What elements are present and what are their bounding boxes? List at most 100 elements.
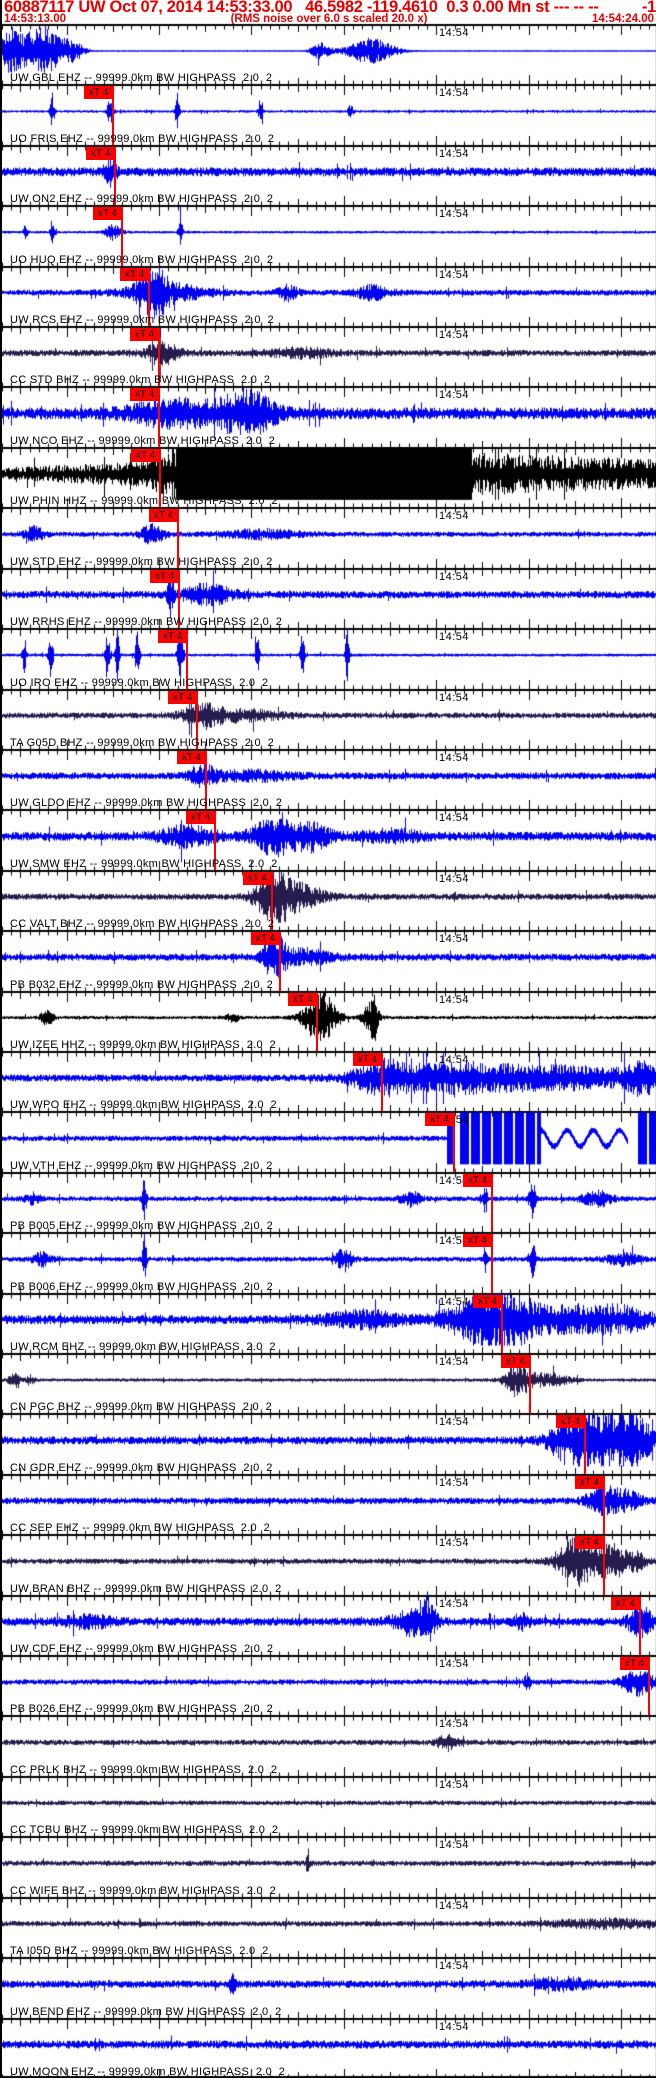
time-tick-label: 14:54 [439,2020,470,2033]
trace-panel-gbl[interactable]: 14:54 UW GBL EHZ -- 99999.0km BW HIGHPASS… [2,24,656,84]
pick-flag[interactable]: xT 4 [131,448,160,462]
pick-time-line[interactable] [186,630,188,689]
pick-time-line[interactable] [178,569,180,629]
trace-label: UW BEND EHZ -- 99999.0km BW HIGHPASS 2.0… [10,2005,282,2018]
pick-flag[interactable]: xT 4 [556,1415,585,1429]
trace-label: UW RRHS EHZ -- 99999.0km BW HIGHPASS 2.0… [10,616,283,629]
pick-time-line[interactable] [648,1657,650,1716]
trace-panel-b006[interactable]: 14:54 PB B006 EHZ -- 99999.0km BW HIGHPAS… [2,1232,656,1293]
pick-flag[interactable]: xT 4 [120,267,149,281]
trace-panel-bran[interactable]: 14:54 UW BRAN BHZ -- 99999.0km BW HIGHPAS… [2,1534,656,1595]
trace-panel-rcm[interactable]: 14:54 UW RCM EHZ -- 99999.0km BW HIGHPASS… [2,1293,656,1354]
trace-panel-prlk[interactable]: 14:54 CC PRLK BHZ -- 99999.0km BW HIGHPAS… [2,1715,656,1775]
pick-time-line[interactable] [603,1536,605,1595]
trace-panel-rrhs[interactable]: 14:54 UW RRHS EHZ -- 99999.0km BW HIGHPAS… [2,568,656,629]
pick-time-line[interactable] [279,932,281,991]
trace-panel-valt[interactable]: 14:54 CC VALT BHZ -- 99999.0km BW HIGHPAS… [2,870,656,931]
pick-time-line[interactable] [177,509,179,568]
trace-panel-gdr[interactable]: 14:54 CN GDR EHZ -- 99999.0km BW HIGHPASS… [2,1413,656,1474]
pick-time-line[interactable] [112,86,114,145]
trace-panel-phin[interactable]: 14:54 UW PHIN HHZ -- 99999.0km BW HIGHPAS… [2,447,656,508]
pick-time-line[interactable] [196,690,198,749]
trace-panel-pgc[interactable]: 14:54 CN PGC BHZ -- 99999.0km BW HIGHPASS… [2,1353,656,1414]
trace-panel-b032[interactable]: 14:54 PB B032 EHZ -- 99999.0km BW HIGHPAS… [2,930,656,991]
pick-flag[interactable]: xT 4 [130,388,159,402]
trace-label: UW NCO EHZ -- 99999.0km BW HIGHPASS 2.0 … [10,434,276,447]
trace-panel-b005[interactable]: 14:54 PB B005 EHZ -- 99999.0km BW HIGHPAS… [2,1172,656,1233]
pick-flag[interactable]: xT 4 [177,750,206,764]
pick-time-line[interactable] [529,1355,531,1414]
pick-flag[interactable]: xT 4 [611,1596,640,1610]
trace-panel-rcs[interactable]: 14:54 UW RCS EHZ -- 99999.0km BW HIGHPASS… [2,266,656,327]
trace-panel-tcbu[interactable]: 14:54 CC TCBU BHZ -- 99999.0km BW HIGHPAS… [2,1776,656,1836]
trace-panel-nco[interactable]: 14:54 UW NCO EHZ -- 99999.0km BW HIGHPASS… [2,386,656,447]
pick-flag[interactable]: xT 4 [288,992,317,1006]
pick-time-line[interactable] [316,992,318,1051]
trace-panel-b026[interactable]: 14:54 PB B026 EHZ -- 99999.0km BW HIGHPAS… [2,1655,656,1716]
trace-panel-huq[interactable]: 14:54 UO HUQ EHZ -- 99999.0km BW HIGHPASS… [2,205,656,266]
pick-time-line[interactable] [148,267,150,327]
pick-flag[interactable]: xT 4 [575,1475,604,1489]
pick-time-line[interactable] [158,328,160,387]
pick-flag[interactable]: xT 4 [620,1657,649,1671]
pick-flag[interactable]: xT 4 [130,328,159,342]
pick-time-line[interactable] [584,1415,586,1474]
pick-time-line[interactable] [158,388,160,447]
trace-label: UW ON2 EHZ -- 99999.0km BW HIGHPASS 2.0 … [10,193,274,206]
trace-panel-iro[interactable]: 14:54 UO IRO EHZ -- 99999.0km BW HIGHPASS… [2,628,656,689]
trace-panel-stdcc[interactable]: 14:54 CC STD BHZ -- 99999.0km BW HIGHPASS… [2,326,656,387]
trace-panel-smw[interactable]: 14:54 UW SMW EHZ -- 99999.0km BW HIGHPASS… [2,809,656,870]
trace-panel-cdf[interactable]: 14:54 UW CDF EHZ -- 99999.0km BW HIGHPASS… [2,1595,656,1656]
pick-flag[interactable]: xT 4 [84,86,113,100]
time-tick-label: 14:54 [439,268,470,281]
trace-panel-i05d[interactable]: 14:54 TA I05D BHZ -- 99999.0km BW HIGHPAS… [2,1897,656,1957]
trace-panel-gldo[interactable]: 14:54 UW GLDO EHZ -- 99999.0km BW HIGHPAS… [2,749,656,810]
pick-time-line[interactable] [121,207,123,266]
time-tick-label: 14:54 [439,1960,470,1973]
pick-flag[interactable]: xT 4 [186,811,215,825]
pick-time-line[interactable] [159,448,161,508]
pick-time-line[interactable] [501,1294,503,1354]
pick-flag[interactable]: xT 4 [473,1294,502,1308]
time-tick-label: 14:54 [439,208,470,221]
pick-flag[interactable]: xT 4 [158,630,187,644]
pick-flag[interactable]: xT 4 [501,1355,530,1369]
pick-flag[interactable]: xT 4 [463,1234,492,1248]
pick-flag[interactable]: xT 4 [251,932,280,946]
pick-time-line[interactable] [453,1113,455,1172]
trace-panel-moon[interactable]: 14:54 UW MOON EHZ -- 99999.0km BW HIGHPAS… [2,2018,656,2078]
pick-time-line[interactable] [114,146,116,206]
pick-flag[interactable]: xT 4 [93,207,122,221]
trace-panel-bend[interactable]: 14:54 UW BEND EHZ -- 99999.0km BW HIGHPAS… [2,1957,656,2017]
pick-time-line[interactable] [205,750,207,810]
trace-panel-wife[interactable]: 14:54 CC WIFE BHZ -- 99999.0km BW HIGHPAS… [2,1836,656,1896]
trace-panel-wpo[interactable]: 14:54 UW WPO EHZ -- 99999.0km BW HIGHPASS… [2,1051,656,1112]
trace-panel-stduw[interactable]: 14:54 UW STD EHZ -- 99999.0km BW HIGHPASS… [2,507,656,568]
pick-time-line[interactable] [491,1173,493,1233]
trace-panel-vth[interactable]: 14:54 UW VTH EHZ -- 99999.0km BW HIGHPASS… [2,1111,656,1172]
trace-panel-izee[interactable]: 14:54 UW IZEE HHZ -- 99999.0km BW HIGHPAS… [2,991,656,1051]
trace-panel-g05d[interactable]: 14:54 TA G05D BHZ -- 99999.0km BW HIGHPAS… [2,689,656,749]
pick-time-line[interactable] [271,871,273,931]
pick-time-line[interactable] [381,1052,383,1112]
pick-flag[interactable]: xT 4 [463,1173,492,1187]
pick-time-line[interactable] [214,811,216,870]
pick-time-line[interactable] [603,1475,605,1535]
pick-time-line[interactable] [491,1234,493,1293]
trace-panel-fris[interactable]: 14:54 UO FRIS EHZ -- 99999.0km BW HIGHPAS… [2,84,656,145]
pick-flag-label: xT 4 [97,208,118,220]
pick-flag-label: xT 4 [467,1235,488,1247]
pick-flag[interactable]: xT 4 [243,871,272,885]
pick-flag-label: xT 4 [357,1053,378,1065]
pick-flag[interactable]: xT 4 [150,569,179,583]
pick-flag[interactable]: xT 4 [575,1536,604,1550]
pick-flag[interactable]: xT 4 [168,690,197,704]
pick-flag-label: xT 4 [190,812,211,824]
trace-panel-on2[interactable]: 14:54 UW ON2 EHZ -- 99999.0km BW HIGHPASS… [2,145,656,206]
pick-flag[interactable]: xT 4 [353,1052,382,1066]
pick-flag[interactable]: xT 4 [86,146,115,160]
pick-flag[interactable]: xT 4 [425,1113,454,1127]
trace-panel-sep[interactable]: 14:54 CC SEP EHZ -- 99999.0km BW HIGHPASS… [2,1474,656,1535]
pick-time-line[interactable] [639,1596,641,1656]
pick-flag[interactable]: xT 4 [149,509,178,523]
